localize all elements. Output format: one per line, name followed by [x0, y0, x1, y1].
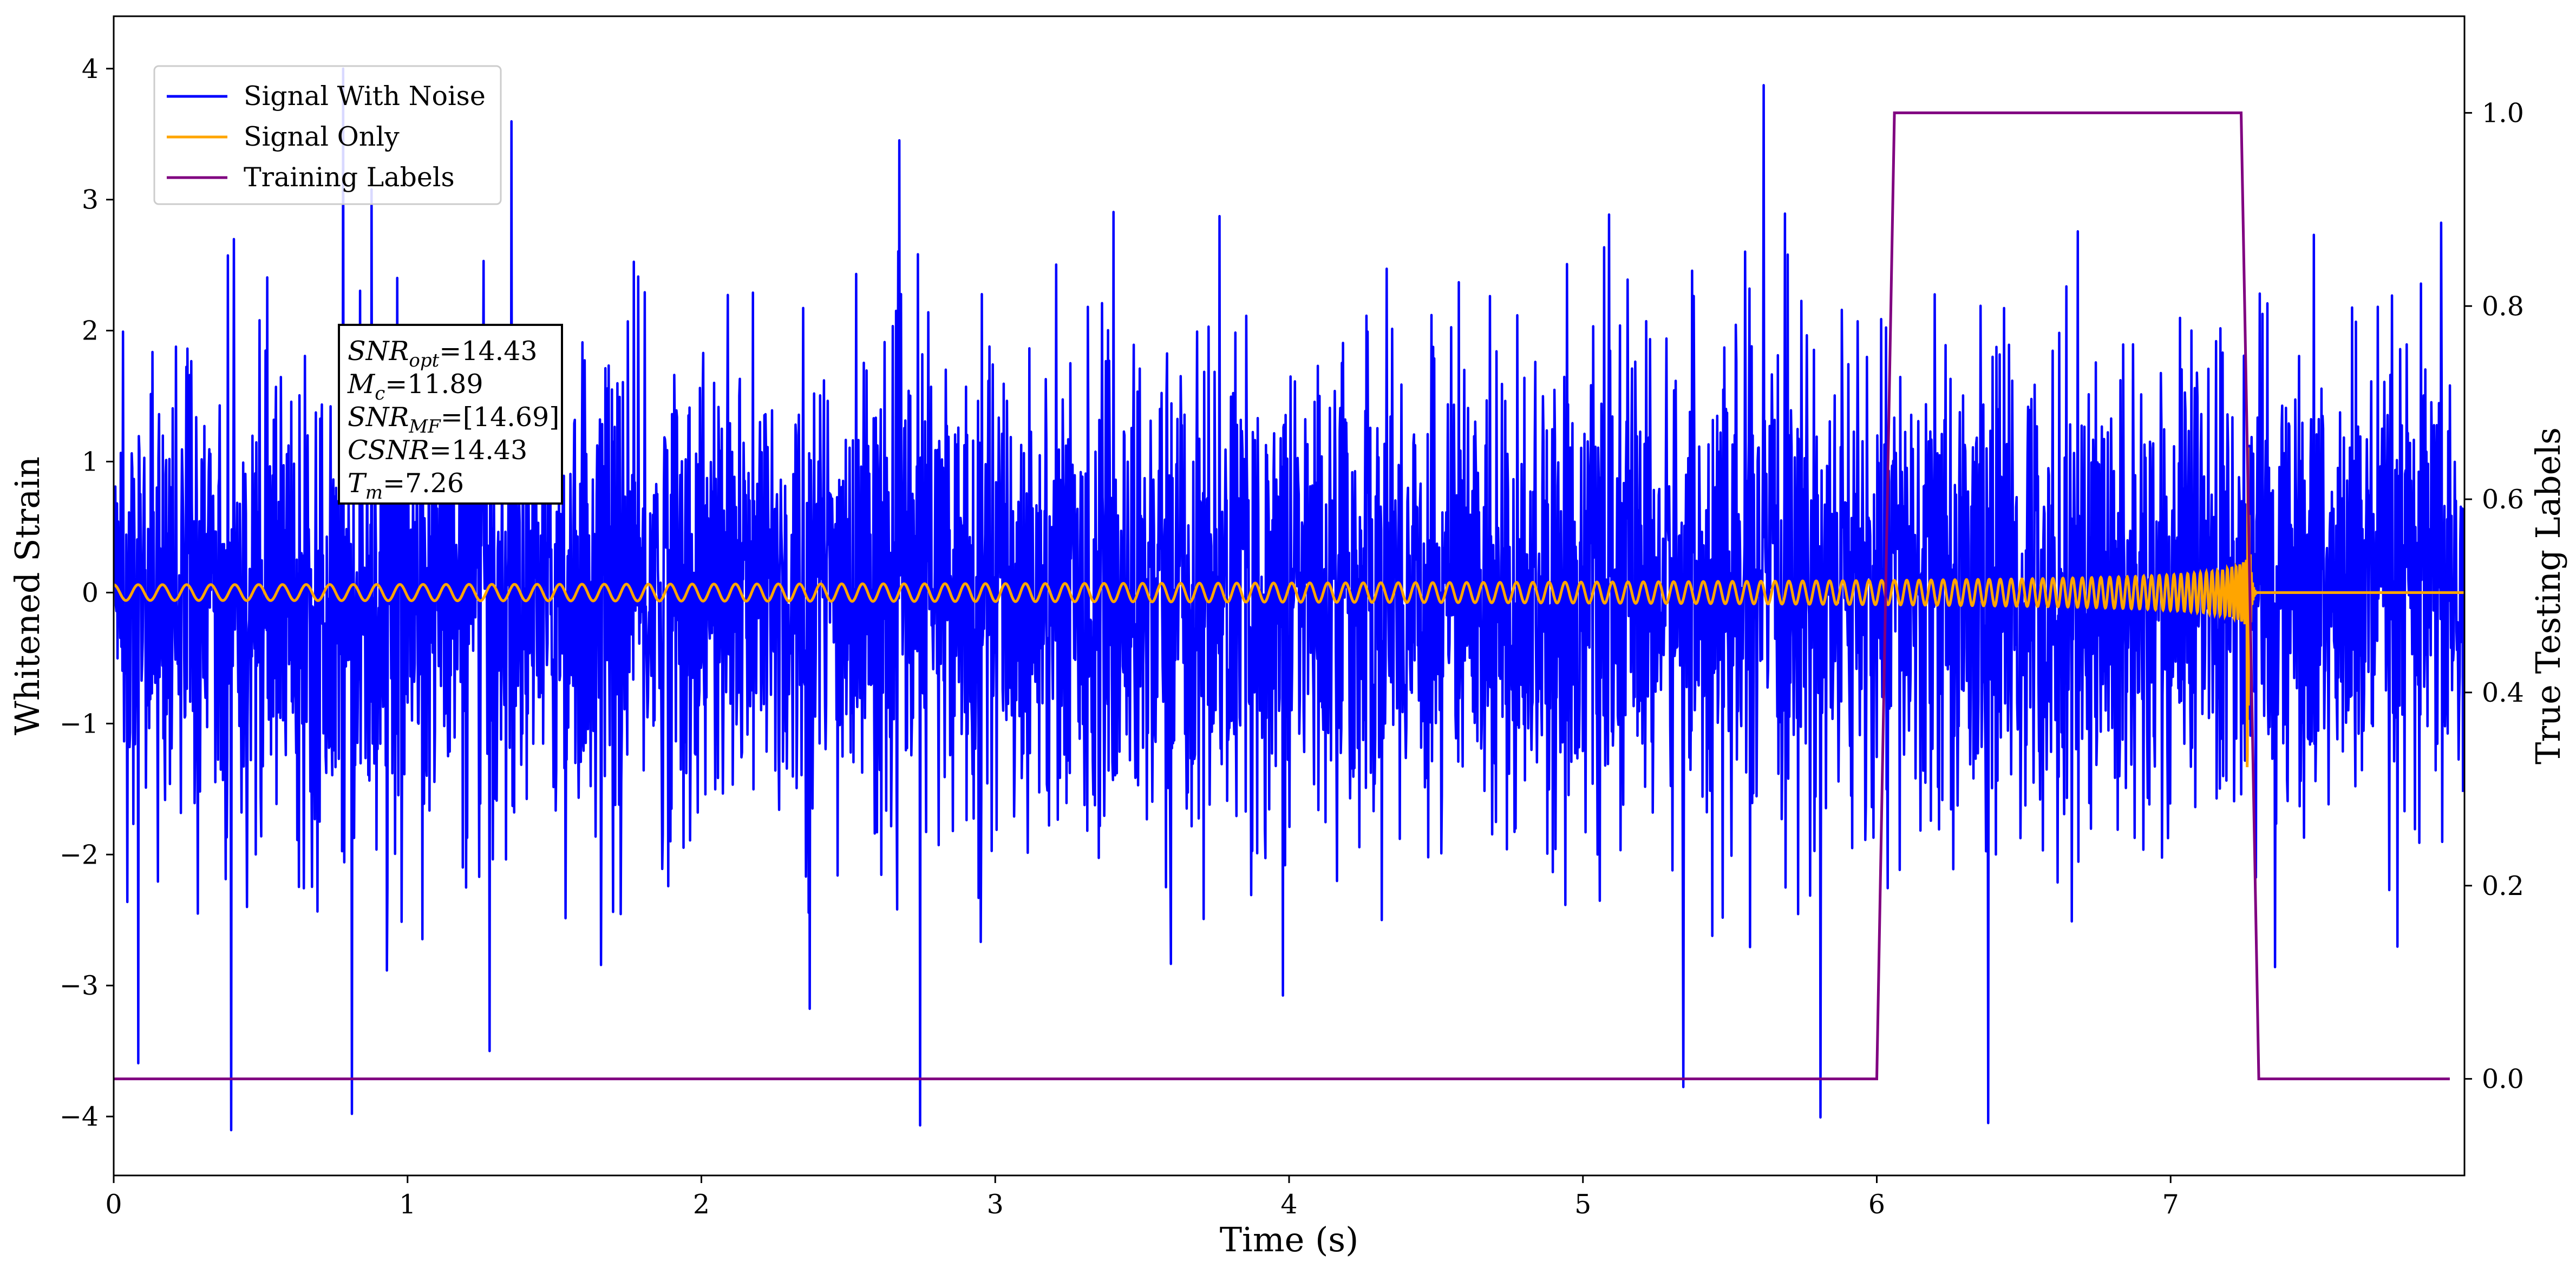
y-axis-right: 0.0 0.2 0.4 0.6 0.8 1.0 — [2464, 97, 2524, 1095]
legend-label-signal-with-noise: Signal With Noise — [244, 81, 486, 112]
y2-axis-label: True Testing Labels — [2528, 427, 2568, 765]
training-labels-line — [114, 111, 2450, 1081]
y-tick-label: −3 — [60, 970, 99, 1001]
signal-only-line — [114, 447, 2464, 767]
x-tick-label: 1 — [399, 1189, 416, 1220]
annotation-line: CSNR=14.43 — [348, 435, 527, 466]
legend: Signal With Noise Signal Only Training L… — [153, 65, 502, 205]
x-tick-label: 4 — [1280, 1189, 1297, 1220]
y-tick-label: 4 — [82, 54, 99, 84]
annotation-line: SNRMF=[14.69] — [348, 402, 559, 437]
legend-label-signal-only: Signal Only — [244, 121, 400, 152]
x-tick-label: 5 — [1574, 1189, 1591, 1220]
y2-tick-label: 1.0 — [2482, 97, 2524, 128]
y-tick-label: 0 — [82, 577, 99, 608]
x-tick-label: 0 — [105, 1189, 122, 1220]
y2-tick-label: 0.0 — [2482, 1064, 2524, 1095]
series-signal-with-noise — [114, 67, 2464, 1132]
signal-with-noise-line — [114, 67, 2464, 1132]
x-axis-label: Time (s) — [1220, 1220, 1359, 1259]
plot-area — [114, 67, 2464, 1132]
y-axis-label: Whitened Strain — [8, 456, 47, 735]
legend-label-training-labels: Training Labels — [244, 162, 455, 193]
y-tick-label: −1 — [60, 708, 99, 739]
annotation-line: SNRopt=14.43 — [348, 336, 538, 371]
y-tick-label: 2 — [82, 316, 99, 347]
y-tick-label: 1 — [82, 447, 99, 478]
x-tick-label: 6 — [1868, 1189, 1885, 1220]
x-tick-label: 3 — [987, 1189, 1004, 1220]
y2-tick-label: 0.6 — [2482, 484, 2524, 515]
annotation-line: Tm=7.26 — [348, 468, 464, 504]
series-training-labels — [114, 111, 2450, 1081]
y-tick-label: −4 — [60, 1101, 99, 1132]
x-axis: 0 1 2 3 4 5 6 7 — [105, 1175, 2179, 1220]
y-tick-label: 3 — [82, 185, 99, 215]
y2-tick-label: 0.2 — [2482, 871, 2524, 901]
y-axis-left: −4 −3 −2 −1 0 1 2 3 4 — [60, 54, 114, 1132]
annotation-frame — [338, 324, 563, 505]
series-signal-only — [114, 447, 2464, 767]
legend-box — [153, 65, 502, 205]
annotation-line: Mc=11.89 — [347, 369, 483, 404]
x-tick-label: 2 — [693, 1189, 710, 1220]
y-tick-label: −2 — [60, 839, 99, 870]
annotation-box: SNRopt=14.43Mc=11.89SNRMF=[14.69]CSNR=14… — [338, 324, 563, 505]
y2-tick-label: 0.8 — [2482, 291, 2524, 322]
y2-tick-label: 0.4 — [2482, 677, 2524, 708]
x-tick-label: 7 — [2162, 1189, 2179, 1220]
